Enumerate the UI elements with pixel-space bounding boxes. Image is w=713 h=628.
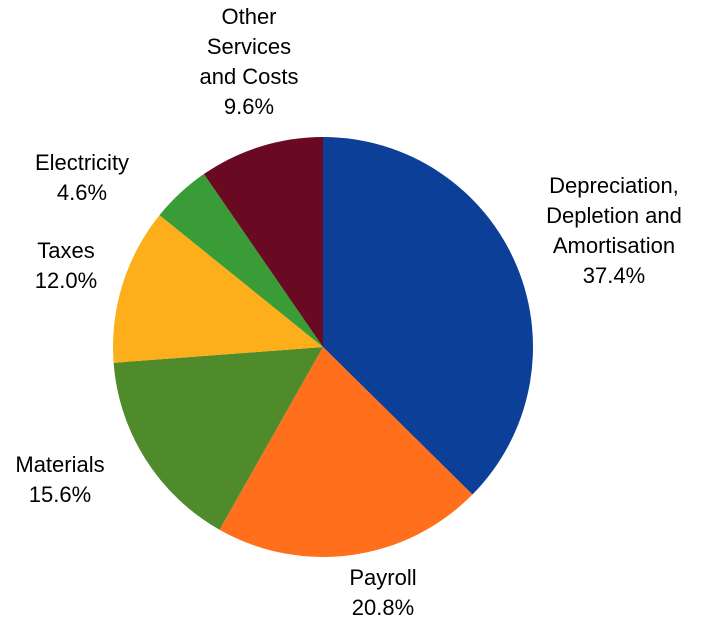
pie-slice-other-services-and-costs <box>203 137 323 347</box>
slice-value-label: 15.6% <box>29 482 91 507</box>
slice-value-label: 12.0% <box>35 268 97 293</box>
slice-label-taxes: Taxes 12.0% <box>35 238 97 293</box>
slice-value-label: 37.4% <box>583 263 645 288</box>
slice-value-label: 20.8% <box>352 595 414 620</box>
pie-slice-payroll <box>219 347 473 557</box>
slice-name-line: Depreciation, <box>549 173 679 198</box>
slice-label-materials: Materials 15.6% <box>15 452 104 507</box>
slices-layer <box>113 137 534 557</box>
slice-name-line: Other <box>221 4 276 29</box>
slice-name-line: and Costs <box>199 64 298 89</box>
pie-slice-materials <box>113 347 323 530</box>
pie-slice-electricity <box>159 174 323 347</box>
slice-name-line: Taxes <box>37 238 94 263</box>
slice-value-label: 4.6% <box>57 180 107 205</box>
slice-label-payroll: Payroll 20.8% <box>349 565 416 620</box>
slice-label-depreciation-depletion-and-amortisation: Depreciation, Depletion and Amortisation 37… <box>546 173 682 288</box>
slice-name-line: Electricity <box>35 150 129 175</box>
slice-label-other-services-and-costs: Other Services and Costs 9.6% <box>199 4 298 119</box>
slice-value-label: 9.6% <box>224 94 274 119</box>
labels-layer: Depreciation, Depletion and Amortisation 37… <box>15 4 682 620</box>
pie-slice-taxes <box>113 215 323 363</box>
slice-name-line: Depletion and <box>546 203 682 228</box>
slice-name-line: Payroll <box>349 565 416 590</box>
slice-name-line: Materials <box>15 452 104 477</box>
slice-name-line: Services <box>207 34 291 59</box>
slice-name-line: Amortisation <box>553 233 675 258</box>
pie-slice-depreciation-depletion-and-amortisation <box>323 137 534 495</box>
slice-label-electricity: Electricity 4.6% <box>35 150 129 205</box>
